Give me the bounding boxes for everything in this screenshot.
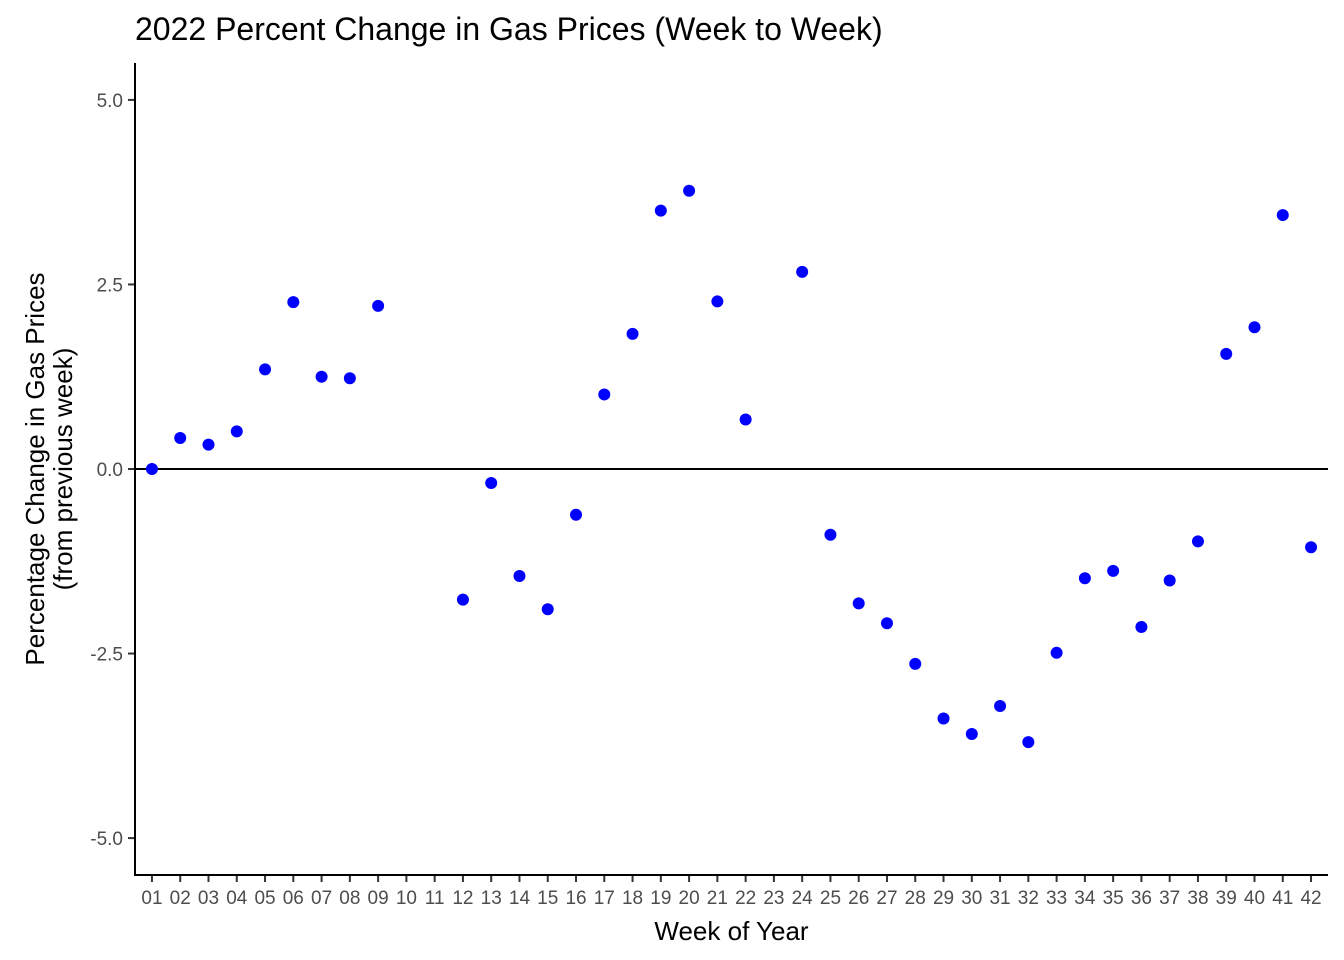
data-point bbox=[343, 372, 356, 385]
data-point bbox=[852, 597, 865, 610]
data-point bbox=[1078, 572, 1091, 585]
data-point bbox=[541, 603, 554, 616]
x-tick-label: 06 bbox=[283, 888, 304, 909]
y-tick-label: 0.0 bbox=[97, 460, 123, 481]
x-tick-label: 21 bbox=[707, 888, 728, 909]
x-tick-label: 25 bbox=[820, 888, 841, 909]
x-tick-label: 05 bbox=[254, 888, 275, 909]
y-tick-label: -2.5 bbox=[90, 645, 123, 666]
y-axis-title: Percentage Change in Gas Prices (from pr… bbox=[20, 272, 78, 665]
x-tick-label: 20 bbox=[679, 888, 700, 909]
data-point bbox=[372, 299, 385, 312]
data-point bbox=[315, 370, 328, 383]
data-point bbox=[626, 327, 639, 340]
x-tick-label: 16 bbox=[565, 888, 586, 909]
x-tick-label: 42 bbox=[1300, 888, 1321, 909]
data-point bbox=[1276, 209, 1289, 222]
data-point bbox=[909, 657, 922, 670]
y-tick-label: 2.5 bbox=[97, 275, 123, 296]
y-tick-label: -5.0 bbox=[90, 829, 123, 850]
data-point bbox=[287, 296, 300, 309]
y-axis-title-line-2: (from previous week) bbox=[48, 348, 78, 591]
x-tick-label: 39 bbox=[1216, 888, 1237, 909]
x-tick-label: 10 bbox=[396, 888, 417, 909]
data-point bbox=[994, 699, 1007, 712]
x-tick-label: 19 bbox=[650, 888, 671, 909]
data-point bbox=[1220, 347, 1233, 360]
data-point bbox=[824, 528, 837, 541]
data-point bbox=[1022, 736, 1035, 749]
data-point bbox=[145, 463, 158, 475]
x-tick-label: 12 bbox=[452, 888, 473, 909]
x-tick-label: 29 bbox=[933, 888, 954, 909]
y-axis-ticks: 5.0 2.5 0.0 -2.5 -5.0 bbox=[90, 91, 135, 850]
x-tick-label: 37 bbox=[1159, 888, 1180, 909]
chart-title: 2022 Percent Change in Gas Prices (Week … bbox=[135, 11, 883, 47]
data-point bbox=[202, 438, 215, 451]
x-tick-label: 11 bbox=[425, 888, 445, 909]
data-point bbox=[739, 413, 752, 426]
x-tick-label: 22 bbox=[735, 888, 756, 909]
data-point bbox=[174, 431, 187, 444]
x-tick-label: 13 bbox=[481, 888, 502, 909]
data-point bbox=[570, 508, 583, 521]
data-point bbox=[1107, 564, 1120, 577]
data-point bbox=[937, 712, 950, 725]
x-tick-label: 28 bbox=[905, 888, 926, 909]
x-tick-label: 40 bbox=[1244, 888, 1265, 909]
x-tick-label: 31 bbox=[989, 888, 1010, 909]
x-tick-label: 32 bbox=[1018, 888, 1039, 909]
y-axis-title-line-1: Percentage Change in Gas Prices bbox=[20, 272, 50, 665]
x-tick-label: 41 bbox=[1272, 888, 1293, 909]
x-tick-label: 26 bbox=[848, 888, 869, 909]
data-point bbox=[880, 617, 893, 630]
data-point bbox=[1135, 620, 1148, 633]
x-tick-label: 36 bbox=[1131, 888, 1152, 909]
data-point bbox=[1163, 574, 1176, 587]
x-axis-title: Week of Year bbox=[654, 916, 809, 946]
x-tick-label: 18 bbox=[622, 888, 643, 909]
x-tick-label: 03 bbox=[198, 888, 219, 909]
x-tick-label: 35 bbox=[1103, 888, 1124, 909]
x-tick-label: 01 bbox=[141, 888, 162, 909]
data-point bbox=[485, 477, 498, 490]
x-tick-label: 15 bbox=[537, 888, 558, 909]
x-tick-label: 33 bbox=[1046, 888, 1067, 909]
data-point bbox=[1050, 646, 1063, 659]
data-point bbox=[711, 295, 724, 308]
data-point bbox=[1248, 321, 1261, 334]
x-tick-label: 14 bbox=[509, 888, 531, 909]
x-tick-label: 02 bbox=[170, 888, 191, 909]
data-point bbox=[796, 265, 809, 278]
x-tick-label: 09 bbox=[368, 888, 389, 909]
x-tick-label: 38 bbox=[1187, 888, 1208, 909]
data-point bbox=[1191, 535, 1204, 548]
data-point bbox=[456, 593, 469, 606]
x-tick-label: 27 bbox=[876, 888, 897, 909]
data-point bbox=[513, 570, 526, 583]
data-points bbox=[145, 184, 1318, 749]
x-tick-label: 30 bbox=[961, 888, 982, 909]
data-point bbox=[1305, 541, 1318, 554]
x-tick-label: 34 bbox=[1074, 888, 1096, 909]
x-tick-label: 08 bbox=[339, 888, 360, 909]
x-tick-label: 04 bbox=[226, 888, 248, 909]
data-point bbox=[230, 425, 243, 438]
x-axis-ticks: 01 02 03 04 05 06 07 08 09 10 11 12 13 14 15 16 17 18 19 20… bbox=[141, 875, 1322, 909]
x-tick-label: 17 bbox=[594, 888, 615, 909]
x-tick-label: 24 bbox=[792, 888, 814, 909]
data-point bbox=[683, 184, 696, 197]
x-tick-label: 23 bbox=[763, 888, 784, 909]
data-point bbox=[259, 363, 272, 376]
y-tick-label: 5.0 bbox=[97, 91, 123, 112]
data-point bbox=[654, 204, 667, 217]
data-point bbox=[598, 388, 611, 401]
data-point bbox=[965, 728, 978, 741]
x-tick-label: 07 bbox=[311, 888, 332, 909]
